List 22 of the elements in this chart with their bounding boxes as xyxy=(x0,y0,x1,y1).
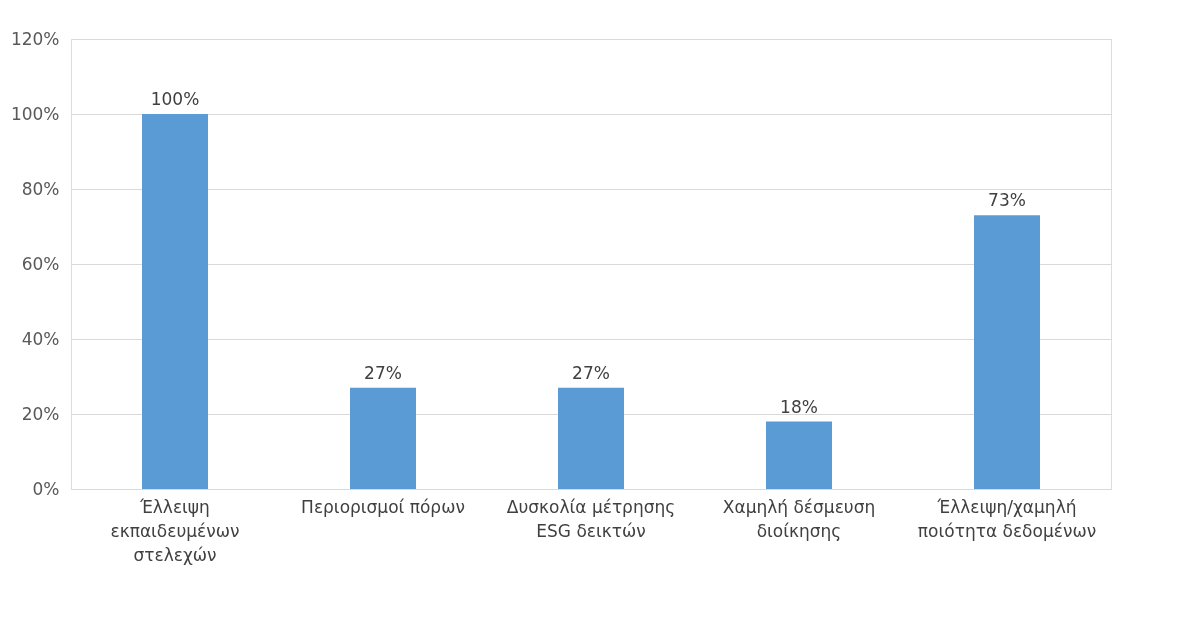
y-tick-label: 120% xyxy=(10,28,60,49)
y-tick-label: 0% xyxy=(32,478,60,499)
bar xyxy=(142,114,208,489)
bar xyxy=(558,387,624,489)
x-tick-label: Περιορισμοί πόρων xyxy=(301,496,465,517)
data-label: 18% xyxy=(780,396,818,417)
y-tick-label: 20% xyxy=(21,403,60,424)
bar xyxy=(350,387,416,489)
data-label: 27% xyxy=(364,362,402,383)
x-tick-label: Έλλειψη/χαμηλή ποιότητα δεδομένων xyxy=(917,496,1097,541)
y-tick-label: 60% xyxy=(21,253,60,274)
bar xyxy=(766,421,832,489)
y-tick-label: 100% xyxy=(10,103,60,124)
y-tick-label: 80% xyxy=(21,178,60,199)
data-label: 27% xyxy=(572,362,610,383)
data-label: 73% xyxy=(988,190,1026,211)
x-tick-label: Έλλειψη εκπαιδευμένων στελεχών xyxy=(110,496,240,565)
y-tick-label: 40% xyxy=(21,328,60,349)
x-tick-label: Χαμηλή δέσμευση διοίκησης xyxy=(722,496,876,541)
bar xyxy=(974,215,1040,489)
x-tick-label: Δυσκολία μέτρησης ESG δεικτών xyxy=(506,496,676,541)
data-label: 100% xyxy=(150,89,200,109)
